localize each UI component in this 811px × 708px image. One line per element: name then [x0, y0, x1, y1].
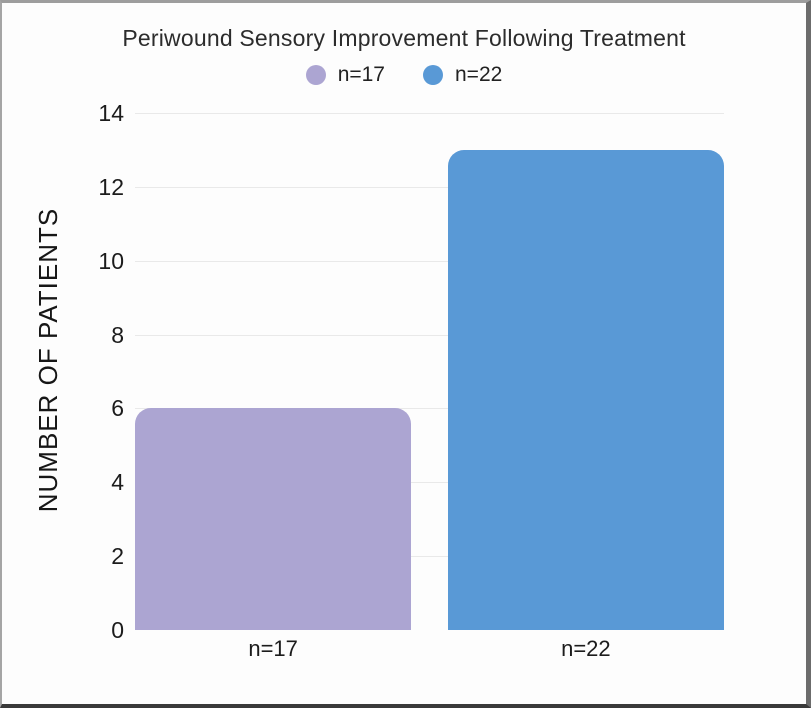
- gridline: [135, 113, 724, 114]
- x-tick-label: n=17: [248, 636, 298, 661]
- y-tick-label: 12: [98, 173, 124, 200]
- y-tick-label: 2: [111, 543, 124, 570]
- plot-area: [135, 113, 724, 630]
- y-tick-label: 10: [98, 247, 124, 274]
- gridline: [135, 556, 724, 558]
- bar-n=17: [135, 408, 412, 630]
- legend-item: n=17: [305, 63, 385, 87]
- gridline: [135, 260, 724, 262]
- y-axis: 0 2 4 6 8 10 12 14: [56, 101, 124, 642]
- y-tick-label: 6: [111, 395, 124, 422]
- y-tick-label: 0: [111, 617, 124, 643]
- chart-title: Periwound Sensory Improvement Following …: [122, 25, 686, 51]
- gridline: [135, 334, 724, 336]
- legend-label: n=17: [337, 63, 385, 86]
- y-tick-label: 4: [111, 469, 124, 496]
- chart-legend: n=17 n=22: [2, 63, 806, 87]
- y-tick-label: 14: [98, 100, 124, 126]
- legend-label: n=22: [455, 63, 503, 86]
- x-tick-label: n=22: [561, 636, 611, 661]
- x-axis: n=17 n=22: [135, 636, 724, 662]
- legend-swatch: [423, 65, 443, 85]
- bar-n=22: [447, 149, 724, 630]
- legend-swatch: [305, 65, 326, 85]
- gridline: [135, 186, 724, 188]
- y-tick-label: 8: [111, 321, 124, 348]
- legend-item: n=22: [423, 63, 502, 87]
- gridline: [135, 482, 724, 484]
- gridline: [135, 408, 724, 410]
